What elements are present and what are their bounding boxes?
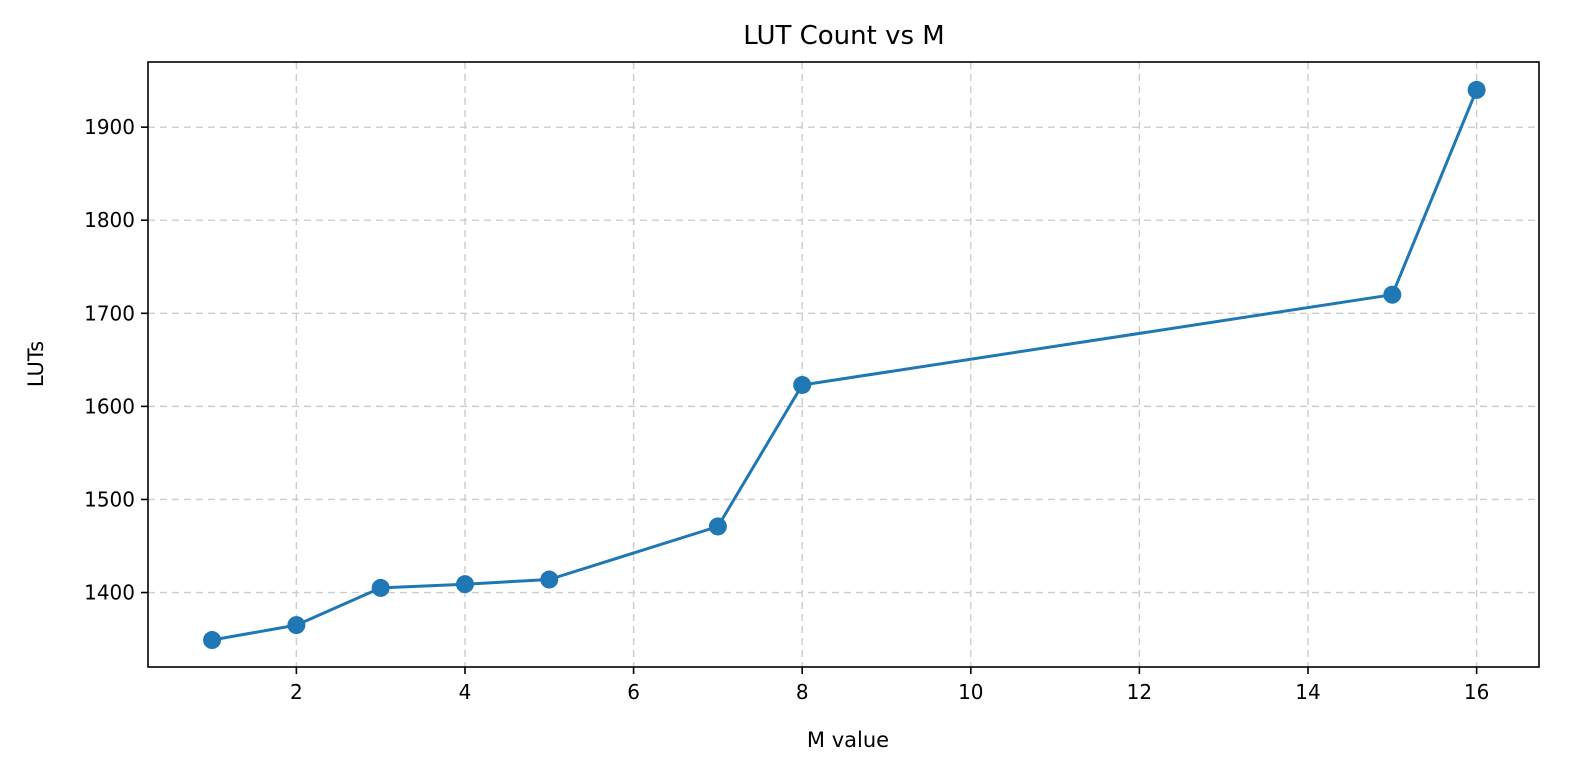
data-point-marker — [287, 616, 306, 635]
x-axis-label: M value — [807, 728, 889, 752]
data-point-marker — [793, 375, 812, 394]
data-point-marker — [455, 575, 474, 594]
chart-title: LUT Count vs M — [743, 21, 944, 51]
y-axis-label: LUTs — [24, 341, 48, 387]
y-axis: 1400 1500 1600 1700 1800 1900 — [84, 115, 148, 605]
x-tick-label: 14 — [1295, 680, 1320, 704]
x-tick-label: 16 — [1464, 680, 1489, 704]
y-tick-label: 1400 — [84, 581, 135, 605]
x-tick-label: 10 — [958, 680, 983, 704]
x-tick-label: 8 — [796, 680, 809, 704]
x-tick-label: 6 — [627, 680, 640, 704]
x-axis: 2 4 6 8 10 12 14 16 — [290, 667, 1489, 704]
data-point-marker — [203, 631, 222, 650]
series-layer — [203, 80, 1486, 650]
y-tick-label: 1900 — [84, 115, 135, 139]
plot-area-frame — [147, 61, 1540, 668]
x-tick-label: 4 — [459, 680, 472, 704]
y-tick-label: 1800 — [84, 208, 135, 232]
grid-layer — [148, 62, 1539, 667]
x-tick-label: 12 — [1127, 680, 1152, 704]
data-point-marker — [1467, 80, 1486, 99]
y-tick-label: 1500 — [84, 487, 135, 511]
y-tick-label: 1700 — [84, 301, 135, 325]
data-point-marker — [1383, 285, 1402, 304]
data-point-marker — [371, 578, 390, 597]
x-tick-label: 2 — [290, 680, 303, 704]
y-tick-label: 1600 — [84, 394, 135, 418]
data-point-marker — [708, 517, 727, 536]
data-point-marker — [540, 570, 559, 589]
